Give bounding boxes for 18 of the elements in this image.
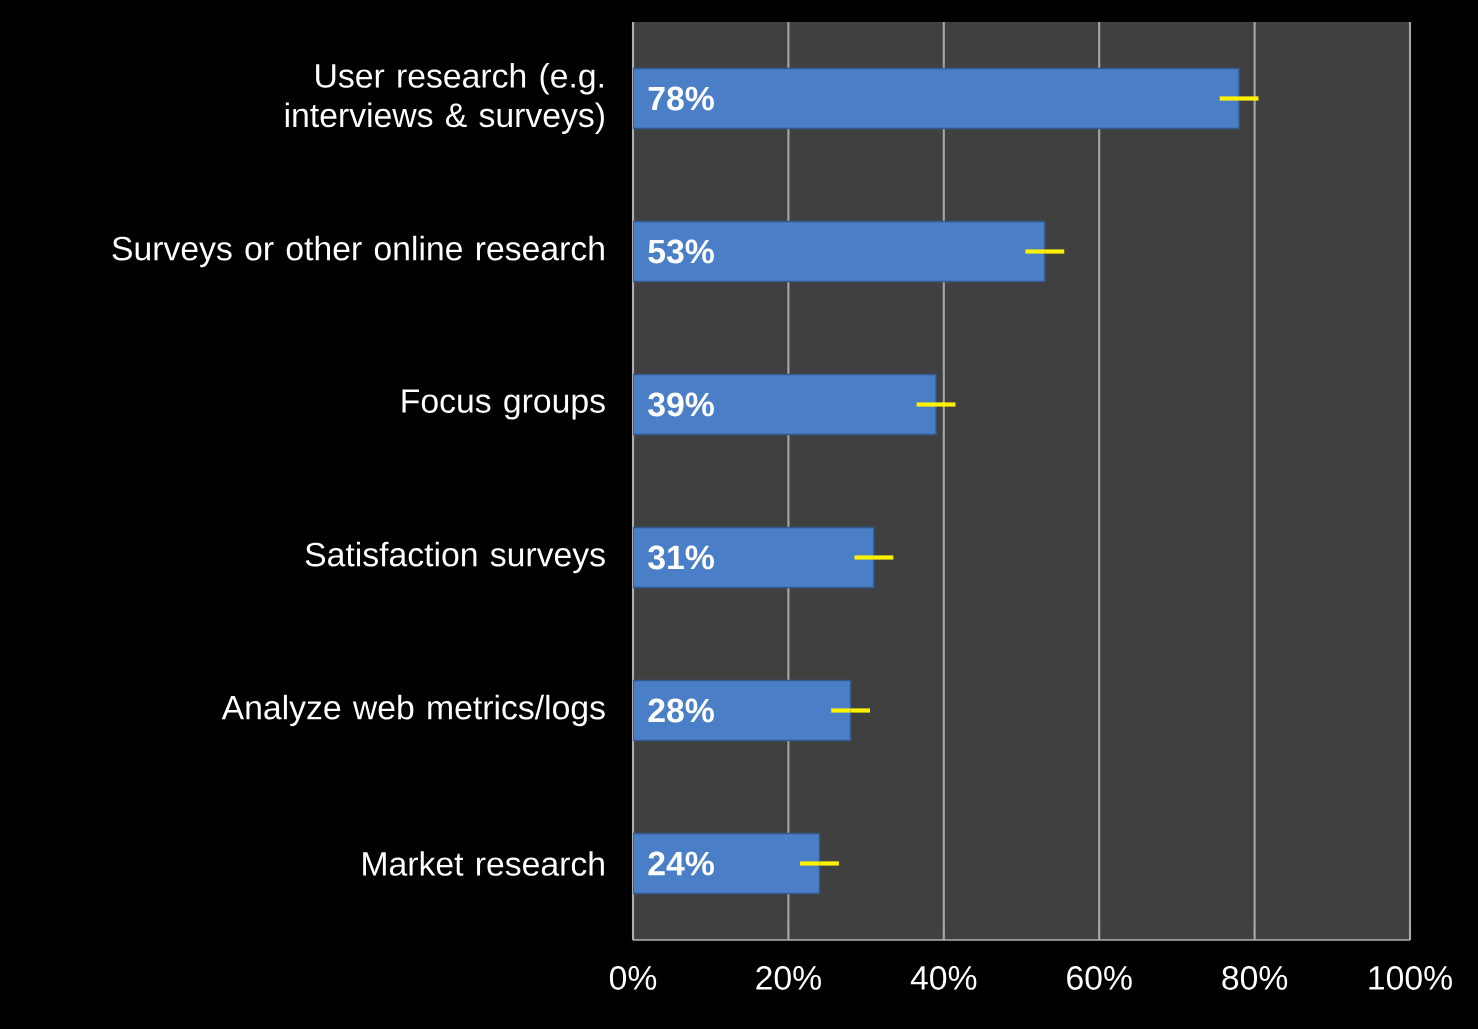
- x-tick-label: 0%: [609, 966, 657, 990]
- data-label: 28%: [648, 698, 714, 723]
- y-tick-label: Market research: [363, 851, 604, 876]
- data-label: 39%: [648, 392, 714, 417]
- y-tick-label: Surveys or other online research: [112, 235, 604, 268]
- data-label: 53%: [648, 239, 714, 264]
- data-label: 78%: [648, 86, 714, 111]
- x-tick-label: 60%: [1067, 966, 1132, 990]
- x-tick-label: 40%: [910, 966, 977, 990]
- y-tick-label: User research (e.g. interviews & surveys): [285, 63, 604, 134]
- y-tick-label: Focus groups: [402, 389, 605, 420]
- y-tick-label: Analyze web metrics/logs: [221, 694, 605, 727]
- x-tick-label: 100%: [1369, 966, 1452, 990]
- y-tick-label: Satisfaction surveys: [305, 541, 605, 574]
- x-tick-label: 80%: [1222, 966, 1288, 990]
- data-label: 24%: [648, 851, 714, 876]
- data-label: 31%: [648, 545, 714, 570]
- x-tick-label: 20%: [756, 966, 821, 990]
